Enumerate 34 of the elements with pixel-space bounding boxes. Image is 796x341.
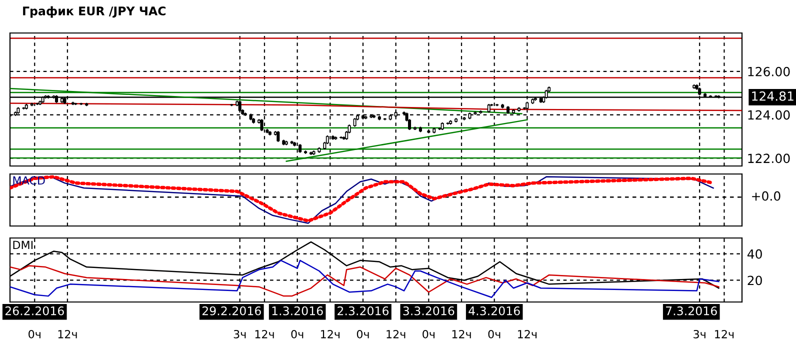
line-series xyxy=(10,260,720,298)
x2-tick-label: 29.2.2016 xyxy=(202,306,261,316)
ref-line-label: +0.0 xyxy=(752,191,780,201)
candlestick xyxy=(276,130,280,142)
x-tick-label: 0ч xyxy=(422,330,434,338)
ref-line-label: 124.81 xyxy=(752,91,794,101)
x2-tick-label: 4.3.2016 xyxy=(468,306,520,316)
x-tick-label: 0ч xyxy=(291,330,304,338)
x-tick-label: 12ч xyxy=(255,330,274,338)
x-tick-label: 3ч xyxy=(694,330,706,338)
line-series xyxy=(10,102,742,112)
x-tick-label: 12ч xyxy=(715,330,734,338)
y-tick-label: 122.00 xyxy=(748,154,790,164)
x-tick-label: 0ч xyxy=(356,330,369,338)
y-tick-label: 124.00 xyxy=(748,110,790,120)
x-tick-label: 12ч xyxy=(386,330,406,338)
x2-tick-label: 26.2.2016 xyxy=(5,306,64,316)
chart-title: График EUR /JPY ЧАС xyxy=(23,6,166,18)
x-tick-label: 0ч xyxy=(28,330,40,338)
y-tick-label: 126.00 xyxy=(748,66,790,76)
chart-title: DMI xyxy=(13,240,33,250)
x-tick-label: 12ч xyxy=(58,330,77,338)
x-tick-label: 3ч xyxy=(234,330,246,338)
line-series xyxy=(10,265,720,297)
x2-tick-label: 1.3.2016 xyxy=(272,306,323,316)
x-tick-label: 12ч xyxy=(452,330,471,338)
y-tick-label: 40 xyxy=(747,249,762,259)
x-tick-label: 12ч xyxy=(321,330,340,338)
x-tick-label: 12ч xyxy=(518,330,537,338)
x2-tick-label: 2.3.2016 xyxy=(338,306,389,316)
x2-tick-label: 3.3.2016 xyxy=(403,306,454,316)
y-tick-label: 20 xyxy=(748,276,762,286)
x-tick-label: 0ч xyxy=(488,330,500,338)
x2-tick-label: 7.3.2016 xyxy=(666,306,717,316)
